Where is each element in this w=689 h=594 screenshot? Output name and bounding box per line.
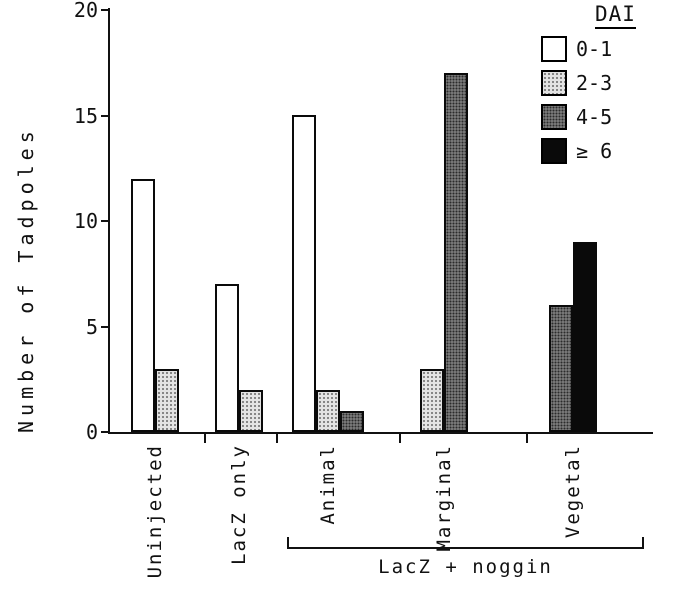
x-group-separator-tick — [276, 432, 278, 443]
bar-uninjected-dai-2-3 — [155, 369, 179, 432]
bar-lacz-only-dai-0-1 — [215, 284, 239, 432]
legend-swatch-dark-stipple — [541, 104, 567, 130]
legend-label: 2-3 — [576, 71, 613, 95]
legend-entry: 2-3 — [541, 70, 636, 96]
y-tick — [101, 9, 110, 11]
legend: DAI 0-1 2-3 4-5 ≥ 6 — [541, 2, 636, 172]
y-tick-label: 0 — [85, 420, 98, 444]
y-tick-label: 20 — [73, 0, 98, 22]
legend-label: 0-1 — [576, 37, 613, 61]
group-bracket-label: LacZ + noggin — [378, 556, 553, 578]
bar-animal-dai-2-3 — [316, 390, 340, 432]
x-group-separator-tick — [526, 432, 528, 443]
legend-entry: ≥ 6 — [541, 138, 636, 164]
y-tick — [101, 431, 110, 433]
y-tick — [101, 220, 110, 222]
bar-uninjected-dai-0-1 — [131, 179, 155, 432]
y-axis-title: Number of Tadpoles — [14, 126, 38, 433]
legend-label: 4-5 — [576, 105, 613, 129]
bar-marginal-dai-4-5 — [444, 73, 468, 432]
y-tick — [101, 114, 110, 117]
y-tick — [101, 325, 110, 328]
x-category-label: Vegetal — [562, 444, 584, 539]
y-tick-label: 5 — [85, 314, 98, 339]
legend-title: DAI — [595, 2, 636, 29]
legend-swatch-black — [541, 138, 567, 164]
legend-entry: 0-1 — [541, 36, 636, 62]
legend-swatch-white — [541, 36, 567, 62]
bar-marginal-dai-2-3 — [420, 369, 444, 432]
legend-entries: 0-1 2-3 4-5 ≥ 6 — [541, 36, 636, 164]
x-group-separator-tick — [399, 432, 401, 443]
x-category-label: Marginal — [433, 444, 455, 552]
bar-vegetal-dai-4-5 — [549, 305, 573, 432]
bar-animal-dai-0-1 — [292, 115, 316, 432]
y-tick-label: 15 — [73, 103, 98, 128]
x-axis-line — [108, 432, 653, 434]
legend-label: ≥ 6 — [576, 139, 613, 163]
bar-vegetal-dai-≥6 — [573, 242, 597, 432]
bar-animal-dai-4-5 — [340, 411, 364, 432]
legend-swatch-light-stipple — [541, 70, 567, 96]
x-category-label: Animal — [317, 444, 339, 525]
legend-entry: 4-5 — [541, 104, 636, 130]
y-tick-label: 10 — [73, 209, 98, 233]
x-category-label: Uninjected — [144, 444, 166, 579]
x-group-separator-tick — [204, 432, 206, 443]
group-bracket — [287, 537, 644, 549]
x-category-label: LacZ only — [228, 444, 250, 565]
bar-lacz-only-dai-2-3 — [239, 390, 263, 432]
